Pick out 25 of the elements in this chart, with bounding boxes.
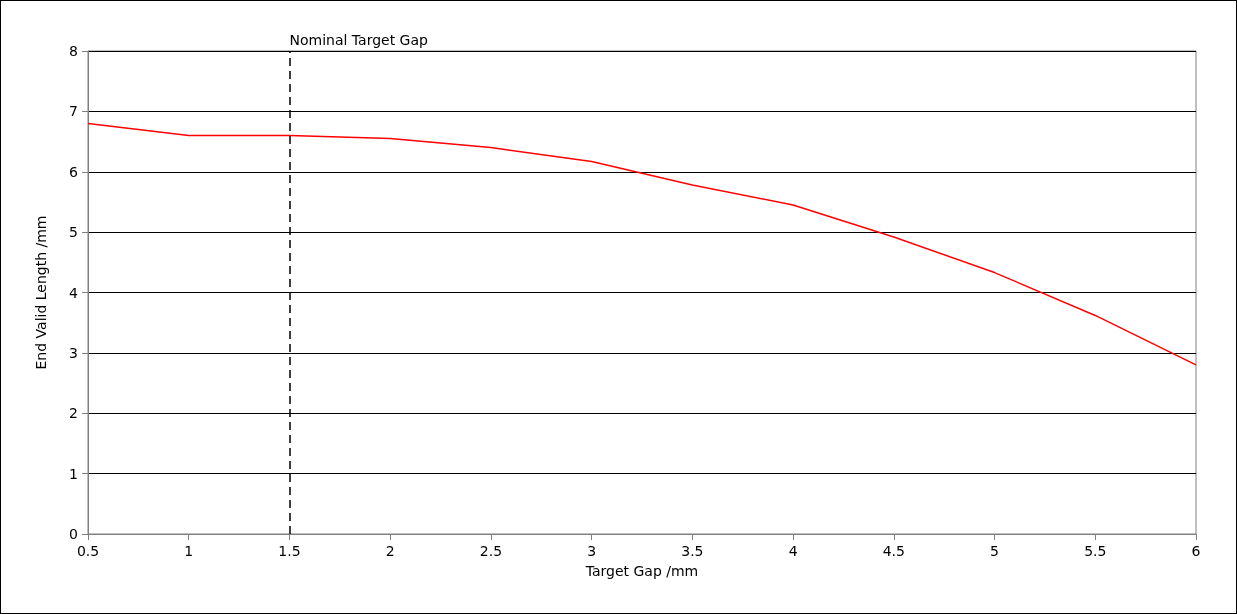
x-tick-label: 2.5 bbox=[479, 543, 503, 559]
x-tick-label: 4 bbox=[788, 543, 798, 559]
x-tick-label: 0.5 bbox=[76, 543, 100, 559]
x-tick-label: 2 bbox=[385, 543, 395, 559]
x-axis-title: Target Gap /mm bbox=[584, 563, 699, 579]
x-tick-label: 3.5 bbox=[681, 543, 704, 559]
x-tick-label: 6 bbox=[1191, 543, 1201, 559]
ref-line-label: Nominal Target Gap bbox=[289, 32, 428, 48]
y-tick-label: 2 bbox=[69, 405, 78, 422]
y-axis-title: End Valid Length /mm bbox=[33, 215, 49, 370]
y-tick-label: 0 bbox=[69, 526, 78, 542]
x-tick-label: 5 bbox=[990, 543, 1000, 559]
y-tick-label: 5 bbox=[69, 224, 78, 241]
y-tick-label: 1 bbox=[69, 465, 78, 482]
x-tick-label: 3 bbox=[587, 543, 597, 559]
y-tick-label: 6 bbox=[69, 163, 79, 180]
y-tick-label: 4 bbox=[69, 284, 79, 301]
line-series bbox=[87, 122, 1197, 366]
y-tick-label: 3 bbox=[69, 344, 78, 361]
x-tick-label: 5.5 bbox=[1084, 543, 1107, 559]
y-tick-label: 7 bbox=[69, 103, 78, 120]
x-tick-label: 1 bbox=[184, 543, 194, 559]
y-tick-label: 8 bbox=[69, 43, 78, 59]
x-tick-label: 1.5 bbox=[278, 543, 301, 559]
x-tick-label: 4.5 bbox=[882, 543, 905, 559]
